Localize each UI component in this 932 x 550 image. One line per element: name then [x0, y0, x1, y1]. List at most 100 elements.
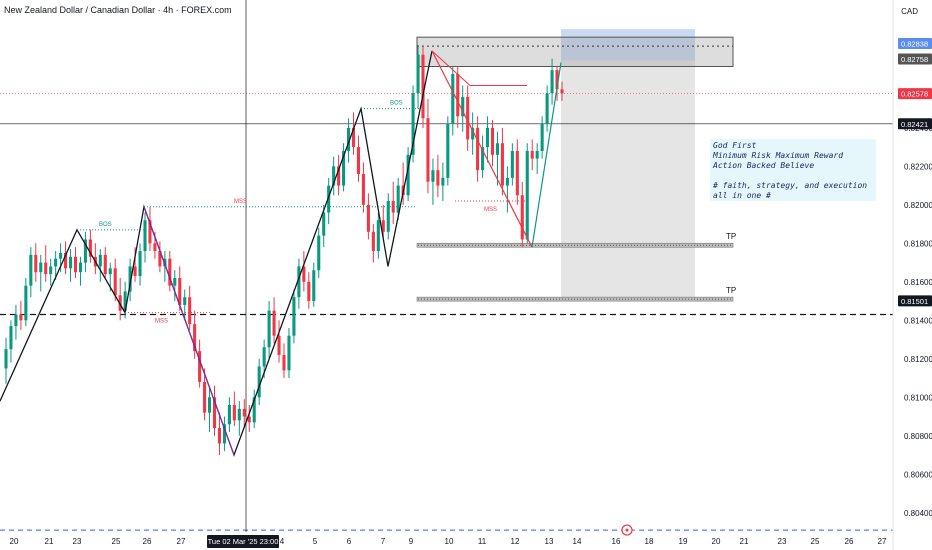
time-tick-label[interactable]: 4: [280, 537, 285, 546]
candle-body[interactable]: [183, 297, 187, 305]
candle-body[interactable]: [113, 268, 117, 296]
price-label-box[interactable]: [898, 53, 932, 65]
candle-body[interactable]: [505, 177, 509, 186]
candle-body[interactable]: [540, 124, 544, 151]
candle-body[interactable]: [535, 150, 539, 159]
candle-body[interactable]: [178, 277, 182, 305]
time-tick-label[interactable]: 11: [478, 537, 487, 546]
time-tick-label[interactable]: 20: [10, 537, 19, 546]
candle-body[interactable]: [451, 73, 455, 124]
candle-body[interactable]: [322, 212, 326, 236]
resistance-zone[interactable]: [416, 36, 734, 67]
time-tick-label[interactable]: 25: [811, 537, 820, 546]
candle-body[interactable]: [237, 408, 241, 421]
candle-body[interactable]: [361, 174, 365, 205]
candle-body[interactable]: [173, 277, 177, 286]
candle-body[interactable]: [386, 200, 390, 232]
candle-body[interactable]: [103, 254, 107, 275]
time-tick-label[interactable]: 10: [445, 537, 454, 546]
candle-body[interactable]: [476, 127, 480, 171]
candle-body[interactable]: [267, 310, 271, 348]
candle-body[interactable]: [138, 251, 142, 277]
candle-body[interactable]: [411, 93, 415, 155]
candle-body[interactable]: [545, 93, 549, 124]
candle-body[interactable]: [78, 262, 83, 273]
candle-body[interactable]: [49, 266, 53, 275]
candle-body[interactable]: [490, 127, 495, 155]
candle-body[interactable]: [317, 235, 321, 271]
price-axis[interactable]: 0.824000.822000.820000.818000.816000.814…: [892, 0, 932, 550]
candle-body[interactable]: [203, 381, 207, 413]
time-tick-label[interactable]: 26: [143, 537, 152, 546]
candle-body[interactable]: [64, 252, 68, 269]
candle-body[interactable]: [461, 97, 465, 117]
candle-body[interactable]: [431, 170, 435, 182]
candle-body[interactable]: [466, 97, 470, 140]
candle-body[interactable]: [188, 297, 192, 325]
price-tick-label[interactable]: 0.80400: [904, 509, 932, 518]
candle-body[interactable]: [555, 70, 559, 90]
candle-body[interactable]: [247, 416, 251, 423]
candle-body[interactable]: [346, 127, 351, 151]
time-tick-label[interactable]: 9: [409, 537, 414, 546]
candle-body[interactable]: [24, 285, 28, 321]
time-tick-label[interactable]: 23: [778, 537, 787, 546]
candle-body[interactable]: [217, 428, 222, 444]
price-tick-label[interactable]: 0.81200: [904, 355, 932, 364]
candle-body[interactable]: [436, 170, 440, 186]
candle-body[interactable]: [471, 127, 475, 140]
price-tick-label[interactable]: 0.82000: [904, 201, 932, 210]
time-tick-label[interactable]: 5: [313, 537, 318, 546]
candle-body[interactable]: [207, 397, 212, 413]
time-tick-label[interactable]: 26: [845, 537, 854, 546]
candle-body[interactable]: [153, 243, 157, 252]
candle-body[interactable]: [396, 185, 400, 213]
candle-body[interactable]: [302, 266, 306, 282]
price-tick-label[interactable]: 0.80600: [904, 470, 932, 479]
candle-body[interactable]: [406, 154, 410, 196]
candle-body[interactable]: [426, 118, 430, 182]
candle-body[interactable]: [525, 150, 529, 240]
candle-body[interactable]: [29, 254, 33, 286]
candle-body[interactable]: [421, 54, 425, 119]
candle-body[interactable]: [312, 270, 316, 302]
price-tick-label[interactable]: 0.80800: [904, 432, 932, 441]
candle-body[interactable]: [282, 354, 286, 371]
time-tick-label[interactable]: 23: [73, 537, 82, 546]
candle-body[interactable]: [98, 254, 102, 267]
candle-body[interactable]: [297, 266, 301, 298]
time-tick-label[interactable]: 21: [740, 537, 749, 546]
strategy-note[interactable]: God First Minimum Risk Maximum Reward Ac…: [710, 139, 876, 201]
currency-label[interactable]: CAD: [901, 7, 918, 16]
candle-body[interactable]: [366, 204, 370, 232]
candle-body[interactable]: [133, 266, 137, 277]
price-tick-label[interactable]: 0.82200: [904, 162, 932, 171]
candle-body[interactable]: [88, 239, 92, 257]
candle-body[interactable]: [530, 150, 534, 159]
price-label-box[interactable]: [898, 88, 932, 100]
candle-body[interactable]: [128, 266, 132, 292]
candle-body[interactable]: [257, 366, 261, 398]
candle-body[interactable]: [168, 258, 172, 286]
candle-body[interactable]: [287, 335, 291, 371]
candle-body[interactable]: [68, 256, 73, 269]
candle-body[interactable]: [232, 404, 236, 421]
candle-body[interactable]: [342, 150, 346, 186]
price-tick-label[interactable]: 0.81400: [904, 316, 932, 325]
time-tick-label[interactable]: 16: [612, 537, 621, 546]
candle-body[interactable]: [222, 424, 226, 444]
candle-body[interactable]: [44, 262, 48, 275]
candle-body[interactable]: [212, 397, 217, 429]
candle-body[interactable]: [143, 220, 147, 252]
candle-body[interactable]: [327, 185, 331, 213]
candle-body[interactable]: [515, 150, 519, 196]
candle-body[interactable]: [272, 310, 276, 336]
time-tick-label[interactable]: 18: [645, 537, 654, 546]
candle-body[interactable]: [123, 291, 127, 311]
candle-body[interactable]: [252, 397, 256, 423]
candle-body[interactable]: [371, 231, 375, 252]
price-label-box[interactable]: [898, 38, 932, 50]
candle-body[interactable]: [242, 408, 246, 417]
candle-body[interactable]: [560, 89, 564, 94]
